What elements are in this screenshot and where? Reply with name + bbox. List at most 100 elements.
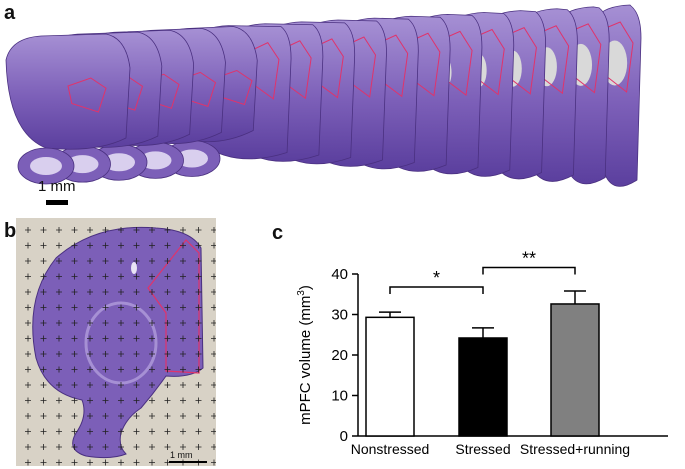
grid-cross [180, 304, 186, 311]
grid-cross [118, 382, 124, 388]
grid-cross [56, 382, 62, 388]
grid-cross [211, 444, 216, 450]
grid-cross [211, 289, 216, 295]
significance-label: ** [522, 249, 536, 269]
grid-cross [118, 304, 124, 311]
grid-cross [149, 273, 155, 280]
grid-cross [211, 351, 216, 357]
grid-cross [87, 366, 93, 373]
grid-cross [149, 335, 155, 342]
grid-cross [195, 320, 202, 326]
grid-cross [118, 242, 124, 249]
grid-cross [195, 444, 202, 450]
grid-cross [118, 428, 124, 435]
grid-cross [195, 289, 202, 295]
stereology-crosses [25, 227, 216, 466]
grid-cross [25, 382, 31, 388]
lobe-core [176, 149, 208, 168]
grid-cross [180, 413, 186, 419]
grid-cross [133, 382, 140, 388]
grid-cross [133, 459, 140, 466]
grid-cross [40, 227, 47, 233]
grid-cross [87, 428, 93, 435]
significance-bracket [389, 286, 484, 294]
y-tick-label: 40 [331, 266, 348, 283]
grid-cross [40, 320, 47, 326]
grid-cross [195, 258, 202, 264]
grid-cross [133, 304, 140, 311]
grid-cross [56, 335, 62, 342]
grid-cross [149, 366, 155, 373]
grid-cross [71, 258, 78, 264]
grid-cross [211, 366, 216, 373]
grid-cross [133, 413, 140, 419]
grid-cross [40, 413, 47, 419]
grid-cross [102, 227, 109, 233]
grid-cross [195, 273, 202, 280]
grid-cross [56, 227, 62, 233]
grid-cross [87, 459, 93, 466]
roi-outline [67, 77, 107, 113]
grid-cross [71, 227, 78, 233]
grid-cross [71, 459, 78, 466]
grid-cross [195, 397, 202, 404]
grid-cross [102, 335, 109, 342]
grid-cross [71, 320, 78, 326]
grid-cross [164, 444, 171, 450]
grid-cross [195, 351, 202, 357]
grid-cross [149, 444, 155, 450]
grid-cross [40, 289, 47, 295]
grid-cross [164, 227, 171, 233]
grid-cross [87, 258, 93, 264]
grid-cross [40, 351, 47, 357]
vessel [131, 262, 137, 274]
grid-cross [164, 428, 171, 435]
panel-b-scalebar [169, 461, 207, 463]
grid-cross [56, 273, 62, 280]
grid-cross [118, 289, 124, 295]
grid-cross [56, 242, 62, 249]
grid-cross [195, 428, 202, 435]
grid-cross [180, 227, 186, 233]
grid-cross [195, 335, 202, 342]
grid-cross [87, 242, 93, 249]
grid-cross [56, 397, 62, 404]
lobe-core [30, 157, 62, 175]
grid-cross [149, 320, 155, 326]
grid-cross [56, 428, 62, 435]
grid-cross [56, 304, 62, 311]
grid-cross [211, 413, 216, 419]
grid-cross [25, 413, 31, 419]
section-tissue [5, 33, 131, 150]
grid-cross [102, 444, 109, 450]
grid-cross [87, 335, 93, 342]
grid-cross [195, 304, 202, 311]
grid-cross [71, 289, 78, 295]
grid-cross [102, 273, 109, 280]
grid-cross [87, 397, 93, 404]
grid-cross [25, 227, 31, 233]
grid-cross [25, 258, 31, 264]
bar-stressed [458, 337, 508, 437]
grid-cross [211, 459, 216, 466]
grid-cross [195, 382, 202, 388]
grid-cross [71, 444, 78, 450]
grid-cross [118, 459, 124, 466]
grid-cross [71, 304, 78, 311]
grid-cross [164, 382, 171, 388]
grid-cross [180, 366, 186, 373]
panel-c-letter: c [272, 222, 284, 244]
grid-cross [180, 273, 186, 280]
panel-a-scalebar [46, 200, 68, 205]
grid-cross [25, 289, 31, 295]
panel-a-scalebar-label: 1 mm [38, 178, 76, 195]
lobe-core [139, 151, 172, 170]
grid-cross [164, 335, 171, 342]
grid-cross [149, 304, 155, 311]
grid-cross [149, 397, 155, 404]
grid-cross [71, 273, 78, 280]
grid-cross [149, 459, 155, 466]
grid-cross [118, 258, 124, 264]
grid-cross [211, 382, 216, 388]
grid-cross [180, 320, 186, 326]
